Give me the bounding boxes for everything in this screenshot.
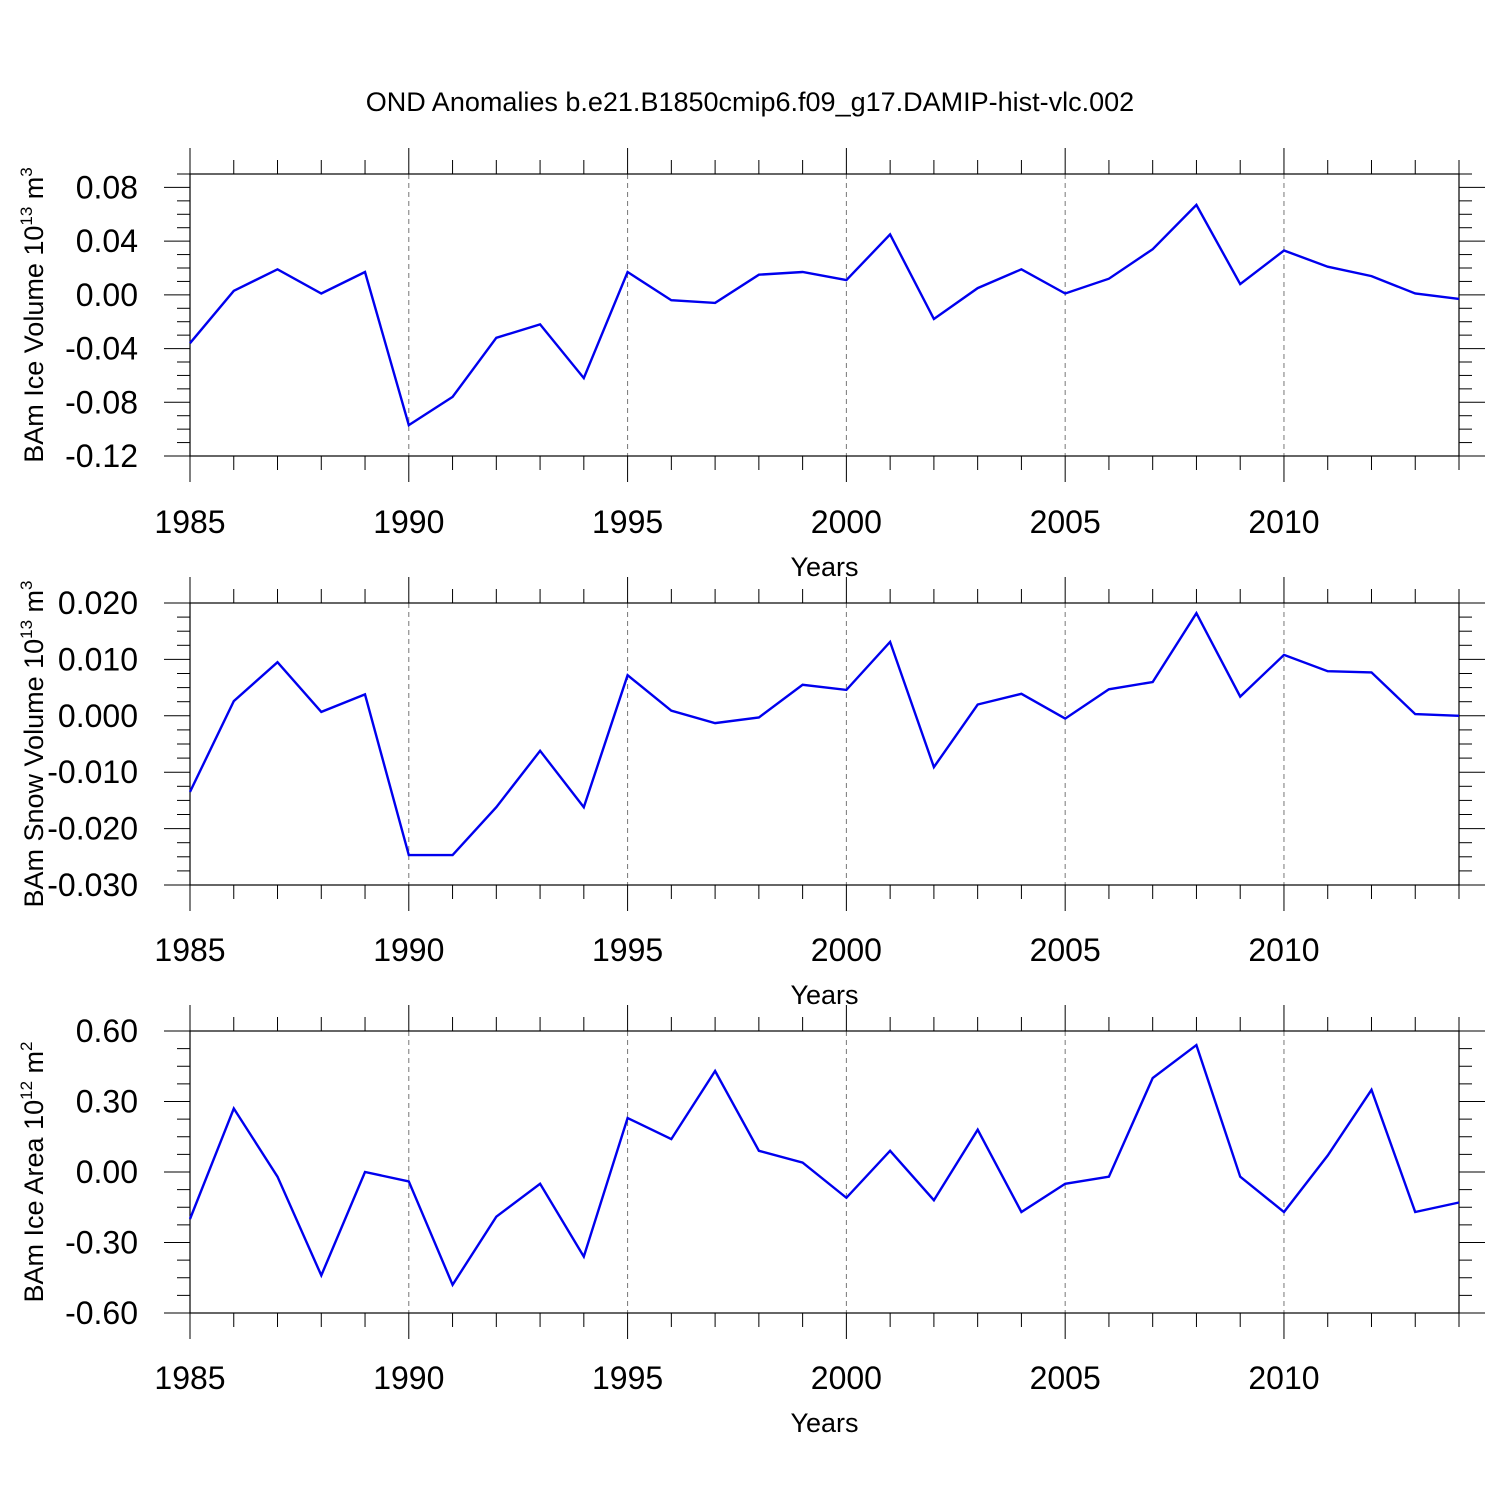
x-tick-label: 1995	[592, 1360, 663, 1396]
y-tick-label: 0.000	[58, 698, 138, 734]
x-tick-label: 1990	[373, 504, 444, 540]
x-tick-label: 2005	[1030, 504, 1101, 540]
x-tick-label: 1990	[373, 932, 444, 968]
x-tick-label: 2005	[1030, 1360, 1101, 1396]
y-tick-label: -0.010	[47, 754, 138, 790]
y-axis-label-part: BAm Ice Area 10	[19, 1100, 49, 1303]
y-axis-label-part: 13	[17, 207, 36, 226]
plot-frame	[189, 1030, 1460, 1314]
y-axis-label-part: m	[19, 177, 49, 207]
y-axis-label-part: 3	[17, 167, 36, 176]
x-tick-label: 1985	[154, 932, 225, 968]
y-tick-label: 0.60	[76, 1013, 138, 1049]
y-tick-label: -0.60	[65, 1295, 138, 1331]
panel-2: 1985 1990 1995 2000 2005 2010 0.020 0.010 0.000 -…	[17, 577, 1485, 1010]
y-axis-label: BAm Ice Area 1012 m2	[17, 1042, 49, 1303]
x-axis-label: Years	[790, 980, 858, 1010]
x-tick-label: 2010	[1248, 1360, 1319, 1396]
chart-title: OND Anomalies b.e21.B1850cmip6.f09_g17.D…	[366, 87, 1134, 117]
x-tick-label: 2000	[811, 504, 882, 540]
y-tick-label: -0.12	[65, 438, 138, 474]
x-tick-label: 1995	[592, 932, 663, 968]
y-tick-label: 0.00	[76, 277, 138, 313]
y-tick-label: 0.04	[76, 223, 138, 259]
x-tick-label: 1985	[154, 504, 225, 540]
panel-1: 1985 1990 1995 2000 2005 2010 0.08 0.04 0.00 -0.0…	[17, 148, 1485, 582]
y-axis-label-part: 12	[17, 1081, 36, 1100]
x-tick-label: 2010	[1248, 932, 1319, 968]
x-axis-label: Years	[790, 1408, 858, 1438]
series-line	[189, 202, 1460, 427]
y-axis-label-part: BAm Snow Volume 10	[19, 639, 49, 908]
y-tick-label: 0.08	[76, 169, 138, 205]
y-tick-label: 0.30	[76, 1084, 138, 1120]
series-line	[188, 1043, 1460, 1288]
y-tick-label: -0.04	[65, 331, 138, 367]
y-tick-label: -0.030	[47, 867, 138, 903]
y-axis-label-part: BAm Ice Volume 10	[19, 226, 49, 463]
y-tick-label: 0.020	[58, 585, 138, 621]
x-tick-label: 2000	[811, 932, 882, 968]
y-axis-label-part: m	[19, 1051, 49, 1081]
plot-frame	[189, 173, 1460, 457]
series-line	[188, 610, 1460, 857]
x-tick-label: 2000	[811, 1360, 882, 1396]
y-axis-label-part: 2	[17, 1042, 36, 1051]
y-tick-label: 0.010	[58, 641, 138, 677]
x-tick-label: 2005	[1030, 932, 1101, 968]
x-axis-label: Years	[790, 552, 858, 582]
x-tick-label: 1985	[154, 1360, 225, 1396]
y-axis-label-part: 3	[17, 580, 36, 589]
x-tick-label: 2010	[1248, 504, 1319, 540]
y-axis-label-part: m	[19, 590, 49, 620]
x-tick-label: 1990	[373, 1360, 444, 1396]
y-tick-label: 0.00	[76, 1154, 138, 1190]
panel-3: 1985 1990 1995 2000 2005 2010 0.60 0.30 0.00 -0.3…	[17, 1005, 1485, 1438]
y-tick-label: -0.30	[65, 1225, 138, 1261]
y-tick-label: -0.08	[65, 384, 138, 420]
x-tick-label: 1995	[592, 504, 663, 540]
y-axis-label: BAm Ice Volume 1013 m3	[17, 167, 49, 463]
y-tick-label: -0.020	[47, 811, 138, 847]
y-axis-label: BAm Snow Volume 1013 m3	[17, 580, 49, 907]
plot-frame	[189, 602, 1460, 886]
y-axis-label-part: 13	[17, 620, 36, 639]
